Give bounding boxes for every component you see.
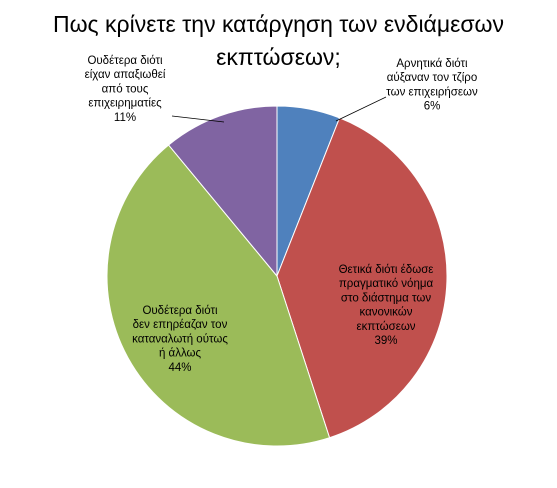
- pie-slice-4: [167, 105, 278, 278]
- slice-category-label-line: πραγματικό νόημα: [339, 278, 434, 290]
- leader-line-4: [171, 115, 225, 123]
- slice-category-label-line: ή άλλως: [159, 348, 202, 360]
- slice-category-label-line: επιχειρηματίες: [88, 98, 162, 110]
- leader-lines: [171, 96, 387, 123]
- slice-category-label-line: Ουδέτερα διότι: [142, 305, 218, 317]
- slice-category-label-line: Θετικά διότι έδωσε: [339, 264, 434, 276]
- slice-category-label-line: αύξαναν τον τζίρο: [387, 72, 477, 84]
- slice-category-label-line: Αρνητικά διότι: [396, 58, 468, 70]
- slice-category-label-line: στο διάστημα των: [341, 292, 432, 304]
- slice-percent-label: 44%: [168, 362, 191, 374]
- slice-category-label-line: είχαν απαξιωθεί: [85, 69, 166, 81]
- slice-category-label-line: κανονικών: [359, 307, 412, 319]
- slice-labels: Αρνητικά διότι αύξαναν τον τζίρο των επιχε…: [85, 55, 478, 374]
- slice-label-3: Ουδέτερα διότι δεν επηρέαζαν τον καταναλωτ…: [132, 305, 228, 374]
- slice-label-1: Αρνητικά διότι αύξαναν τον τζίρο των επιχε…: [386, 58, 478, 113]
- slice-category-label-line: από τους: [102, 83, 149, 95]
- slice-category-label-line: Ουδέτερα διότι: [87, 55, 163, 67]
- slice-category-label-line: εκπτώσεων: [356, 321, 415, 333]
- slice-percent-label: 39%: [374, 335, 397, 347]
- slice-category-label-line: δεν επηρέαζαν τον: [133, 319, 228, 331]
- slice-category-label-line: καταναλωτή ούτως: [132, 333, 228, 345]
- slice-label-2: Θετικά διότι έδωσε πραγματικό νόημα στο δι…: [339, 264, 434, 347]
- chart-title: Πως κρίνετε την κατάργηση των ενδιάμεσων…: [52, 11, 505, 70]
- slice-category-label-line: των επιχειρήσεων: [386, 86, 478, 98]
- pie-slice-2: [276, 117, 448, 439]
- slices-layer: [106, 105, 448, 447]
- leader-line-1: [335, 96, 387, 122]
- slice-percent-label: 6%: [424, 101, 441, 113]
- slice-percent-label: 11%: [114, 112, 136, 124]
- pie-slice-3: [106, 144, 331, 447]
- slice-label-4: Ουδέτερα διότι είχαν απαξιωθεί από τους επι…: [85, 55, 166, 124]
